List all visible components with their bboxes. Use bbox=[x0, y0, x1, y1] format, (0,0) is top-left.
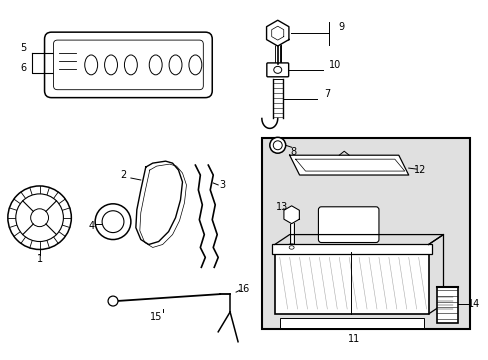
FancyBboxPatch shape bbox=[318, 207, 378, 243]
Bar bbox=[438, 294, 452, 314]
Bar bbox=[274, 252, 427, 314]
Text: 16: 16 bbox=[237, 284, 250, 294]
Polygon shape bbox=[289, 155, 408, 175]
Text: 14: 14 bbox=[467, 299, 479, 309]
Text: 11: 11 bbox=[347, 334, 360, 344]
Circle shape bbox=[8, 186, 71, 249]
Text: 15: 15 bbox=[149, 312, 162, 322]
Ellipse shape bbox=[273, 66, 281, 73]
Circle shape bbox=[102, 211, 123, 233]
Text: 5: 5 bbox=[20, 43, 27, 53]
Ellipse shape bbox=[124, 55, 137, 75]
Text: 10: 10 bbox=[328, 60, 341, 70]
Ellipse shape bbox=[84, 55, 98, 75]
Text: 9: 9 bbox=[338, 22, 344, 32]
Circle shape bbox=[16, 194, 63, 242]
Polygon shape bbox=[266, 20, 288, 46]
Ellipse shape bbox=[149, 55, 162, 75]
FancyBboxPatch shape bbox=[44, 32, 212, 98]
Ellipse shape bbox=[188, 55, 202, 75]
Text: 6: 6 bbox=[20, 63, 27, 73]
Ellipse shape bbox=[288, 246, 293, 249]
FancyBboxPatch shape bbox=[266, 63, 288, 77]
Text: 1: 1 bbox=[37, 255, 42, 264]
Bar bbox=[279, 318, 423, 328]
FancyBboxPatch shape bbox=[53, 40, 203, 90]
Circle shape bbox=[108, 296, 118, 306]
Text: 2: 2 bbox=[120, 170, 126, 180]
Polygon shape bbox=[284, 206, 299, 224]
Bar bbox=[271, 244, 431, 255]
Ellipse shape bbox=[269, 137, 285, 153]
Ellipse shape bbox=[273, 141, 282, 150]
Circle shape bbox=[31, 209, 48, 227]
Bar bbox=[262, 138, 469, 329]
Circle shape bbox=[95, 204, 131, 239]
Text: 3: 3 bbox=[219, 180, 225, 190]
Text: 4: 4 bbox=[88, 221, 94, 231]
Ellipse shape bbox=[169, 55, 182, 75]
Text: 8: 8 bbox=[290, 147, 296, 157]
Text: 12: 12 bbox=[414, 165, 426, 175]
Text: 13: 13 bbox=[275, 202, 287, 212]
Ellipse shape bbox=[285, 244, 297, 251]
Bar bbox=[436, 287, 457, 323]
Ellipse shape bbox=[104, 55, 117, 75]
Text: 7: 7 bbox=[324, 89, 330, 99]
